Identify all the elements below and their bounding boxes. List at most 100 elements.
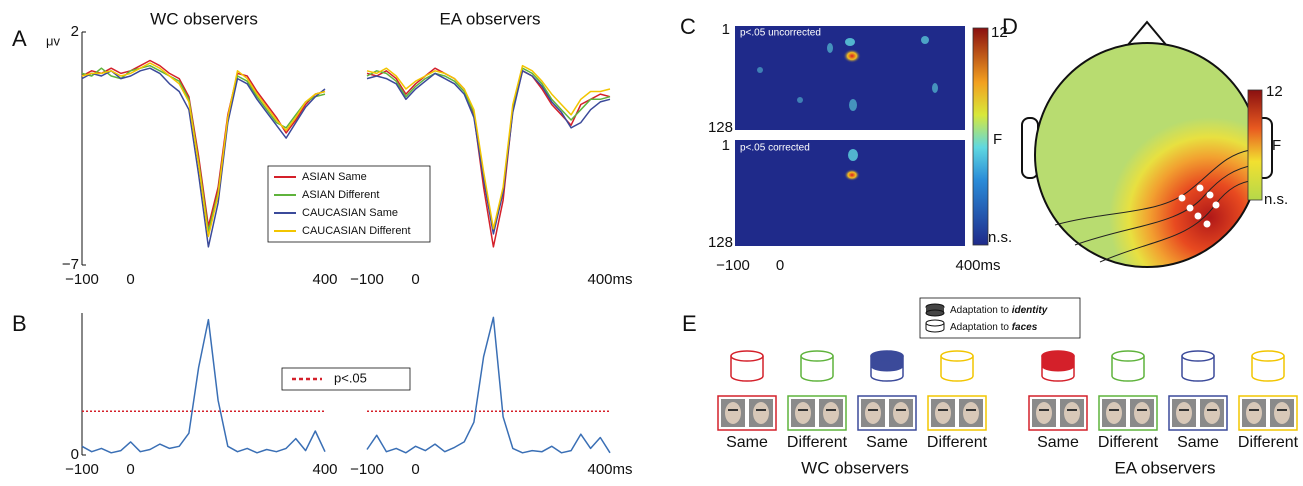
legend-label: ASIAN Same [302,171,367,183]
condition-label: Same [1177,434,1219,451]
x-tick-label: 400ms [587,271,632,288]
x-tick-label: 400 [312,271,337,288]
face-eyes [938,409,948,411]
colorbar-label: 12 [1266,83,1283,100]
legend-text: Adaptation to [950,322,1009,333]
series-line [366,70,611,235]
y-axis-label: μv [46,33,60,48]
cylinder [1251,356,1285,382]
series-line [81,67,326,248]
condition-label: Same [866,434,908,451]
face-eyes [1277,409,1287,411]
panel-label: D [1002,14,1018,39]
svg-text:Adaptation to faces: Adaptation to faces [950,322,1038,333]
series-line [81,62,326,238]
face-eyes [1137,409,1147,411]
x-tick-label: 0 [126,271,134,288]
condition: Same [717,350,777,451]
identity-legend: Adaptation to identity Adaptation to fac… [919,297,1081,339]
svg-text:Adaptation to identity: Adaptation to identity [950,305,1048,316]
y-tick-label: 2 [71,23,79,40]
cylinder [1111,356,1145,382]
cylinder-top [1251,350,1285,362]
series-line [366,316,611,454]
face-eyes [728,409,738,411]
row-label: 1 [722,137,730,154]
group-label: WC observers [801,458,909,477]
x-tick-label: 0 [126,461,134,478]
panel-label: B [12,311,27,336]
x-tick-label: −100 [350,461,384,478]
colorbar-label: 12 [991,24,1008,41]
face-oval [1246,402,1262,424]
condition-label: Different [1098,434,1159,451]
face-eyes [1207,409,1217,411]
colorbar [1247,89,1263,201]
face-eyes [868,409,878,411]
heatmap-label: p<.05 corrected [740,143,810,154]
x-tick-label: −100 [65,271,99,288]
x-tick-label: −100 [350,271,384,288]
face-oval [753,402,769,424]
face-oval [935,402,951,424]
condition: Same [857,350,917,451]
face-eyes [1039,409,1049,411]
condition: Same [1168,350,1228,451]
condition: Different [787,350,848,451]
face-oval [1204,402,1220,424]
cylinder [940,356,974,382]
panel-label: C [680,14,696,39]
cylinder-top [940,350,974,362]
condition-label: Different [1238,434,1299,451]
face-eyes [756,409,766,411]
cylinder-top [1041,350,1075,362]
legend-emph: faces [1012,322,1038,333]
condition: Different [927,350,988,451]
condition: Different [1238,350,1299,451]
legend-emph: identity [1012,305,1048,316]
y-tick-label: −7 [62,256,79,273]
face-eyes [1067,409,1077,411]
face-oval [1274,402,1290,424]
cylinder-top [1181,350,1215,362]
cylinder-top [800,350,834,362]
legend-label: CAUCASIAN Same [302,207,398,219]
legend-label: CAUCASIAN Different [302,225,411,237]
row-label: 1 [722,21,730,38]
x-tick-label: −100 [65,461,99,478]
y-tick-label: 0 [71,446,79,463]
face-eyes [1179,409,1189,411]
face-oval [1134,402,1150,424]
row-label: 128 [708,119,733,136]
face-oval [1176,402,1192,424]
condition-label: Same [1037,434,1079,451]
colorbar [972,27,989,246]
row-label: 128 [708,234,733,251]
face-eyes [1249,409,1259,411]
cylinder [1181,356,1215,382]
x-label: −100 [716,257,750,274]
cylinder [730,356,764,382]
face-eyes [826,409,836,411]
colorbar-label: F [993,131,1002,148]
x-tick-label: 0 [411,271,419,288]
face-oval [725,402,741,424]
condition: Different [1098,350,1159,451]
condition: Same [1028,350,1088,451]
x-label: 0 [776,257,784,274]
face-eyes [966,409,976,411]
face-oval [963,402,979,424]
cylinder-top [1111,350,1145,362]
colorbar-label: n.s. [1264,191,1288,208]
legend-label: ASIAN Different [302,189,379,201]
legend-text: Adaptation to [950,305,1009,316]
legend-box [267,165,431,243]
x-tick-label: 400 [312,461,337,478]
face-oval [1106,402,1122,424]
chart-title: EA observers [439,9,540,28]
panel-label: A [12,26,27,51]
x-tick-label: 400ms [587,461,632,478]
series-line [366,64,611,230]
condition-label: Different [927,434,988,451]
